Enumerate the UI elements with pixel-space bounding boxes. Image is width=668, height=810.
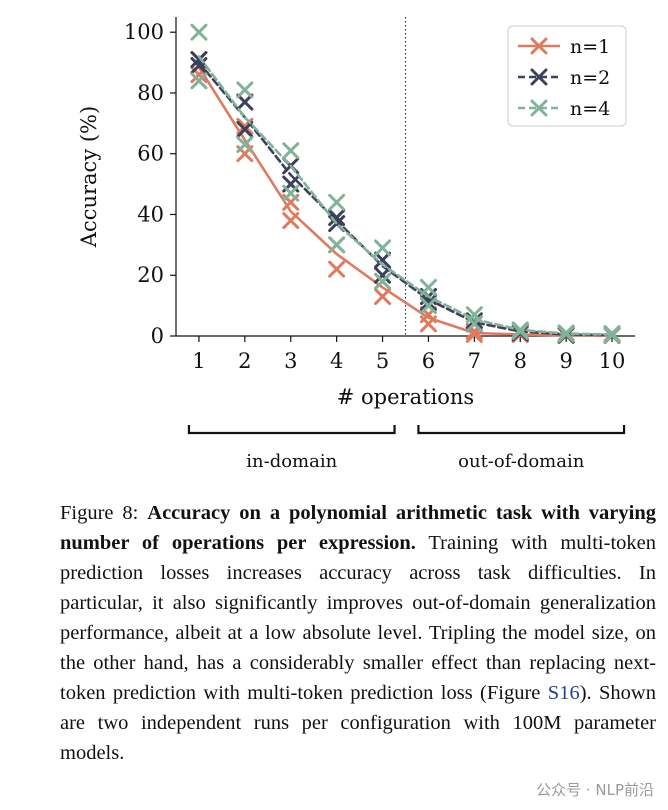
legend-label-n=1: n=1: [570, 36, 610, 58]
data-point-marker: [328, 193, 346, 211]
data-point-marker: [374, 266, 392, 284]
data-point-marker: [419, 294, 437, 312]
data-point-marker: [419, 297, 437, 315]
caption-body-1: Training with multi-token prediction los…: [60, 532, 656, 704]
data-point-marker: [557, 325, 575, 343]
y-tick-label: 0: [151, 324, 164, 348]
accuracy-chart: 0 20 40 60 80 100 1 2 3 4 5 6 7 8 9 10 # operations Accur…: [77, 17, 635, 472]
data-point-marker: [190, 51, 208, 69]
data-point-marker: [328, 209, 346, 227]
legend-marker-n=4: [530, 99, 548, 117]
legend-marker-n=2: [530, 68, 548, 86]
data-point-marker: [465, 315, 483, 333]
data-point-marker: [419, 315, 437, 333]
x-tick-label: 3: [284, 349, 297, 373]
data-point-marker: [419, 278, 437, 296]
x-tick-label: 1: [192, 349, 205, 373]
caption-body-2: ). Shown are two independent runs per co…: [60, 682, 656, 764]
x-tick-label: 6: [422, 349, 435, 373]
x-tick-label: 10: [599, 349, 626, 373]
x-tick-label: 8: [514, 349, 527, 373]
data-point-marker: [374, 272, 392, 290]
legend-marker-n=1: [530, 37, 548, 55]
series-line-n=1: [197, 65, 614, 337]
data-point-marker: [603, 326, 621, 344]
y-axis-title: Accuracy (%): [77, 106, 101, 248]
bracket-in-domain: [187, 425, 396, 435]
legend-box: [507, 25, 627, 127]
data-point-marker: [511, 322, 529, 340]
legend-label-n=4: n=4: [570, 98, 610, 120]
figure-ref-link[interactable]: S16: [547, 682, 580, 704]
y-tick-label: 60: [137, 142, 164, 166]
series-n=4: [190, 23, 621, 344]
caption-bold-title: Accuracy on a polynomial arithmetic task…: [60, 502, 657, 554]
data-point-marker: [328, 260, 346, 278]
x-tick-label: 9: [559, 349, 572, 373]
data-point-marker: [374, 288, 392, 306]
series-line-n=4: [197, 55, 614, 336]
data-point-marker: [236, 93, 254, 111]
watermark: 公众号 · NLP前沿: [536, 781, 654, 799]
bracket-label: in-domain: [246, 451, 337, 472]
data-point-marker: [236, 136, 254, 154]
x-tick-label: 5: [376, 349, 389, 373]
x-axis-title: # operations: [337, 385, 474, 409]
bracket-out-of-domain: [417, 425, 626, 435]
caption-prefix: Figure 8:: [60, 502, 148, 524]
x-tick-label: 7: [468, 349, 481, 373]
bracket-label: out-of-domain: [458, 451, 585, 472]
y-tick-label: 20: [137, 263, 164, 287]
x-tick-label: 4: [330, 349, 343, 373]
data-point-marker: [374, 239, 392, 257]
data-point-marker: [374, 251, 392, 269]
data-point-marker: [236, 120, 254, 138]
data-point-marker: [282, 184, 300, 202]
y-tick-label: 100: [124, 20, 164, 44]
data-point-marker: [190, 23, 208, 41]
figure-caption: Figure 8: Accuracy on a polynomial arith…: [60, 498, 656, 768]
data-point-marker: [236, 81, 254, 99]
y-tick-label: 80: [137, 81, 164, 105]
y-tick-label: 40: [137, 202, 164, 226]
data-point-marker: [282, 142, 300, 160]
x-tick-label: 2: [238, 349, 251, 373]
data-point-marker: [190, 72, 208, 90]
data-point-marker: [282, 212, 300, 230]
legend-label-n=2: n=2: [570, 67, 610, 89]
data-point-marker: [328, 236, 346, 254]
